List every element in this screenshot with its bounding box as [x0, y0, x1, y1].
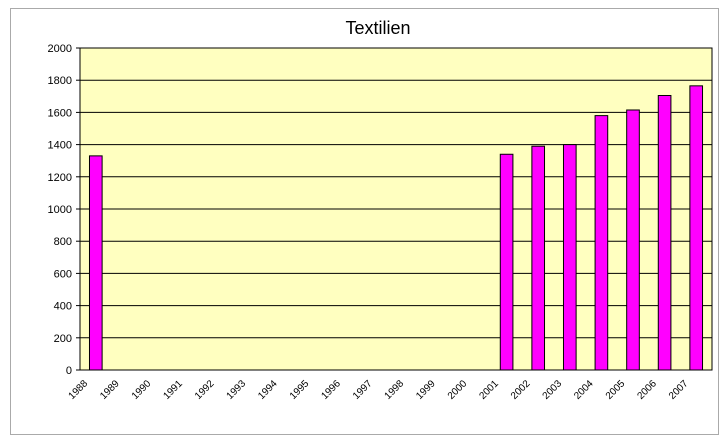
- y-tick-label: 400: [54, 301, 72, 313]
- y-tick-label: 1000: [48, 204, 72, 216]
- bar: [531, 145, 546, 371]
- y-tick-label: 1600: [48, 107, 72, 119]
- y-tick-label: 600: [54, 268, 72, 280]
- y-tick-label: 200: [54, 333, 72, 345]
- chart-title: Textilien: [345, 18, 410, 38]
- bar: [657, 94, 672, 371]
- bar: [88, 155, 103, 371]
- bar: [499, 153, 514, 371]
- y-tick-label: 1200: [48, 172, 72, 184]
- bar: [594, 115, 609, 371]
- y-tick-label: 1400: [48, 140, 72, 152]
- y-tick-label: 800: [54, 236, 72, 248]
- y-tick-label: 1800: [48, 75, 72, 87]
- y-tick-label: 2000: [48, 43, 72, 55]
- y-tick-label: 0: [66, 365, 72, 377]
- bar: [626, 109, 640, 371]
- bar: [689, 85, 704, 371]
- bar: [562, 144, 577, 371]
